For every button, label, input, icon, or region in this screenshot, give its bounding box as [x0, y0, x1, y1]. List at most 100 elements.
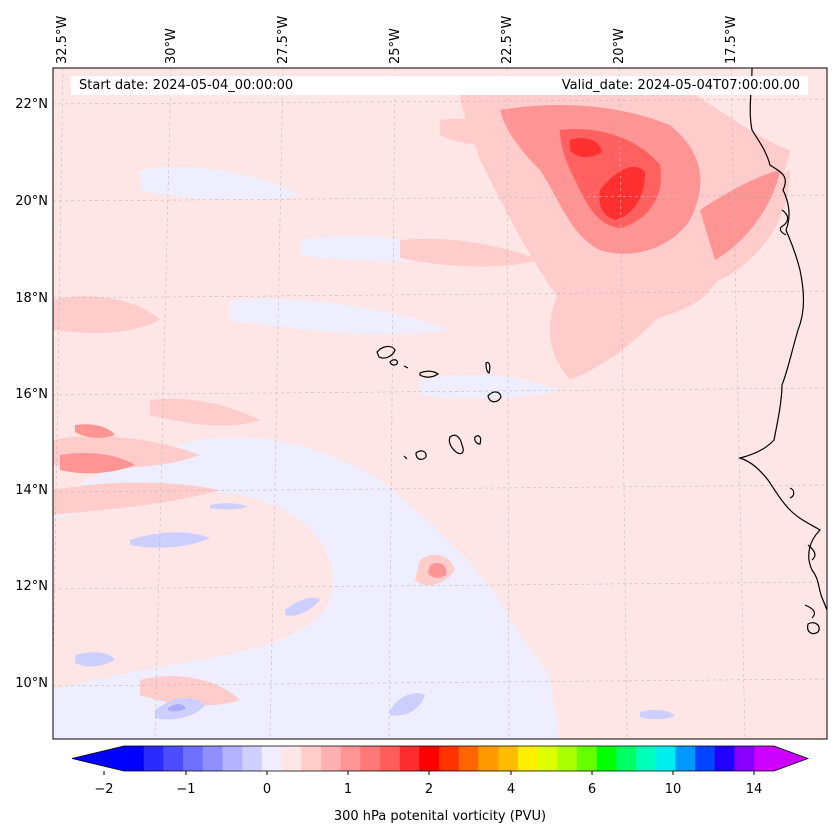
island-maio	[474, 435, 482, 445]
pv-contour-near-zero	[230, 298, 450, 335]
island-fogo	[415, 450, 427, 460]
pv-contour-moderate	[53, 482, 220, 515]
lon-label: 30°W	[164, 28, 179, 64]
island-sal	[485, 361, 491, 374]
pv-contour-negative	[640, 709, 675, 720]
lat-label: 18°N	[15, 291, 48, 306]
island-santo-antao	[376, 345, 396, 359]
island-boa-vista	[487, 391, 502, 403]
colorbar-swatch	[695, 746, 716, 771]
island-brava	[403, 455, 408, 460]
colorbar-swatch	[675, 746, 696, 771]
pv-contour-negative	[390, 693, 425, 716]
colorbar-swatch	[261, 746, 283, 771]
pv-contour-peak	[599, 166, 645, 220]
pv-contour-low-positive	[53, 491, 333, 690]
colorbar-swatch	[320, 746, 342, 771]
colorbar-outline	[71, 745, 810, 772]
pv-contour-negative	[130, 532, 210, 548]
africa-coastline	[737, 68, 827, 611]
pv-contour-negative	[75, 652, 115, 667]
lat-label: 20°N	[15, 194, 48, 209]
date-banner	[71, 76, 808, 95]
island-sao-nicolau	[419, 370, 440, 378]
graticule	[53, 68, 827, 739]
colorbar-swatch	[202, 746, 223, 771]
colorbar-tick-label: 2	[424, 782, 434, 797]
pv-contour-high	[75, 424, 115, 438]
lon-label: 25°W	[388, 28, 403, 64]
lat-label: 16°N	[15, 387, 48, 402]
colorbar-tick-label: 0	[262, 782, 272, 797]
lon-label: 22.5°W	[500, 15, 515, 64]
pv-contour-peak	[570, 138, 602, 158]
map-frame	[52, 67, 828, 740]
lat-label: 14°N	[15, 483, 48, 498]
coast-detail	[779, 209, 789, 236]
colorbar-tick-label: 4	[506, 782, 516, 797]
lat-label: 12°N	[15, 579, 48, 594]
colorbar-swatch	[340, 746, 361, 771]
pv-contour-high	[428, 563, 447, 578]
colorbar-swatch	[577, 746, 598, 771]
colorbar-swatch	[557, 746, 578, 771]
colorbar-swatch	[714, 746, 736, 771]
coast-detail	[807, 544, 816, 561]
colorbar-tick-label: −1	[176, 782, 196, 797]
colorbar-swatch	[222, 746, 243, 771]
colorbar-swatch	[183, 746, 204, 771]
colorbar-swatch	[380, 746, 401, 771]
lat-label: 10°N	[15, 676, 48, 691]
colorbar-extend-min	[72, 746, 124, 771]
lon-label: 27.5°W	[276, 15, 291, 64]
pv-contour-negative	[168, 704, 186, 712]
pv-contour-moderate	[440, 118, 520, 146]
colorbar-swatch	[734, 746, 755, 771]
colorbar-tick-label: −2	[94, 782, 114, 797]
colorbar-swatch	[143, 746, 164, 771]
lon-label: 20°W	[612, 28, 627, 64]
valid-date-label: Valid_date: 2024-05-04T07:00:00.00	[561, 78, 800, 93]
pv-contour-moderate	[400, 238, 540, 267]
pv-contour-moderate	[549, 280, 690, 380]
pv-contour-high	[60, 453, 135, 474]
colorbar-tick-label: 10	[664, 782, 682, 797]
lat-label: 22°N	[15, 97, 48, 112]
coast-detail	[807, 622, 820, 635]
pv-contour-near-zero	[140, 166, 300, 201]
island-santa-luzia	[403, 365, 409, 369]
pv-contour-near-zero	[420, 374, 560, 399]
colorbar-swatch	[655, 746, 677, 771]
pv-contour-high	[700, 170, 780, 260]
pv-contour-moderate	[150, 398, 260, 426]
cape-verde-islands	[376, 345, 502, 460]
colorbar-swatch	[537, 746, 558, 771]
colorbar-extend-max	[774, 746, 808, 771]
island-sao-vicente	[389, 359, 399, 366]
colorbar	[71, 745, 810, 775]
colorbar-swatch	[754, 746, 775, 771]
pv-contour-moderate	[53, 296, 160, 333]
colorbar-swatch	[517, 746, 539, 771]
coast-detail	[789, 487, 795, 499]
pv-contour-negative	[285, 597, 320, 616]
pv-contour-negative	[210, 503, 248, 510]
colorbar-tick-label: 1	[343, 782, 353, 797]
pv-contours	[53, 68, 827, 739]
colorbar-swatch	[419, 746, 440, 771]
map-panel	[53, 68, 827, 739]
colorbar-swatch	[596, 746, 617, 771]
colorbar-swatch	[478, 746, 499, 771]
colorbar-swatch	[163, 746, 184, 771]
colorbar-swatch	[301, 746, 322, 771]
colorbar-swatch	[439, 746, 460, 771]
colorbar-swatch	[616, 746, 637, 771]
colorbar-tick-label: 6	[587, 782, 597, 797]
island-santiago	[448, 434, 464, 455]
lon-label: 17.5°W	[724, 15, 739, 64]
coast-detail	[804, 604, 816, 619]
colorbar-tick-label: 14	[745, 782, 763, 797]
pv-contour-moderate	[140, 676, 240, 706]
colorbar-swatch	[399, 746, 420, 771]
